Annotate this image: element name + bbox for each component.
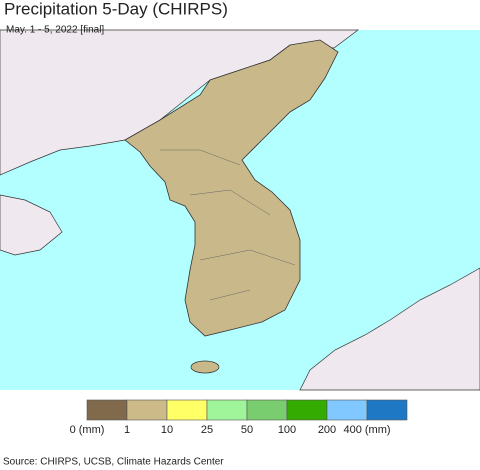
subtitle: May. 1 - 5, 2022 [final] — [6, 25, 104, 36]
legend-swatch — [246, 399, 288, 421]
korea-land — [124, 39, 339, 337]
legend-swatch — [166, 399, 208, 421]
legend-swatch — [326, 399, 368, 421]
source: Source: CHIRPS, UCSB, Climate Hazards Ce… — [3, 457, 224, 468]
legend: 0 (mm) 1 10 25 50 100 200 400 (mm) — [70, 399, 408, 436]
legend-swatch — [206, 399, 248, 421]
title: Precipitation 5-Day (CHIRPS) — [4, 0, 228, 18]
legend-label: 200 — [318, 424, 336, 436]
legend-label: 0 (mm) — [70, 424, 105, 436]
map — [0, 29, 480, 391]
legend-swatch — [366, 399, 408, 421]
province-borders — [160, 149, 296, 301]
japan-land — [299, 267, 480, 391]
shandong-land — [0, 194, 63, 256]
legend-label: 10 — [161, 424, 173, 436]
jeju-island — [190, 360, 220, 374]
legend-swatch — [286, 399, 328, 421]
legend-swatch — [126, 399, 168, 421]
legend-label: 400 (mm) — [343, 424, 390, 436]
legend-swatch — [86, 399, 128, 421]
legend-label: 1 — [124, 424, 130, 436]
legend-label: 25 — [201, 424, 213, 436]
legend-label: 50 — [241, 424, 253, 436]
legend-label: 100 — [278, 424, 296, 436]
